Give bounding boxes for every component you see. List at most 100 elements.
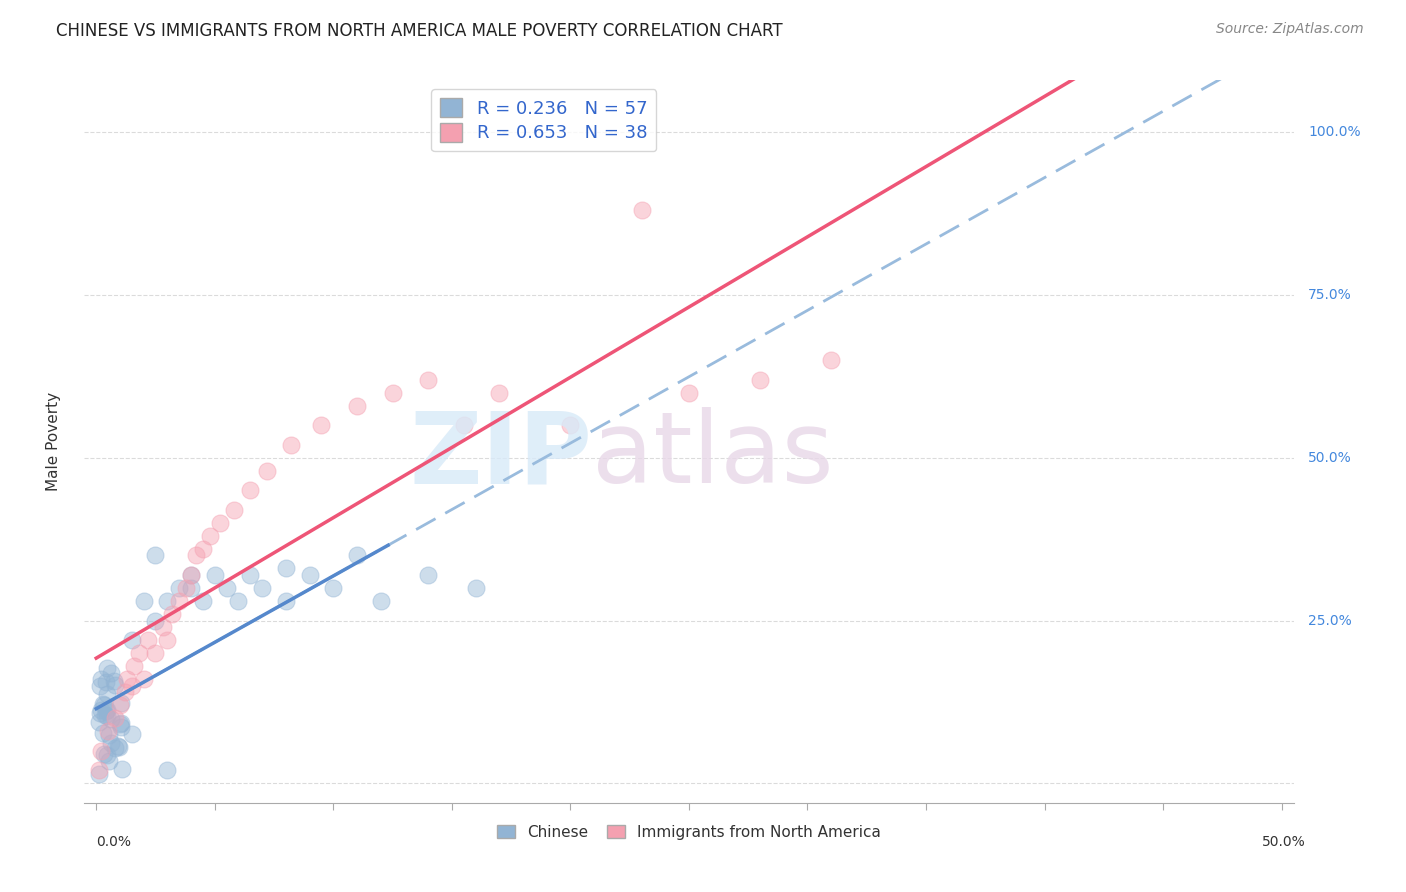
Point <box>108 739 131 754</box>
Point <box>110 717 132 731</box>
Point <box>250 581 273 595</box>
Point <box>239 568 262 582</box>
Text: 0.0%: 0.0% <box>96 835 131 849</box>
Point <box>96 687 118 701</box>
Point <box>630 203 652 218</box>
Point <box>93 707 115 722</box>
Point <box>87 715 110 730</box>
Point <box>110 716 132 731</box>
Point <box>103 673 125 688</box>
Point <box>256 464 278 478</box>
Point <box>122 659 145 673</box>
Text: 50.0%: 50.0% <box>1261 835 1306 849</box>
Point <box>156 633 179 648</box>
Point <box>418 373 440 387</box>
Point <box>156 594 179 608</box>
Point <box>678 385 700 400</box>
Point <box>145 549 167 563</box>
Text: ZIP: ZIP <box>409 408 592 505</box>
Point <box>418 568 440 582</box>
Point <box>176 581 198 595</box>
Point <box>108 698 131 713</box>
Y-axis label: Male Poverty: Male Poverty <box>46 392 62 491</box>
Point <box>107 739 129 753</box>
Point <box>464 581 486 595</box>
Point <box>96 709 118 723</box>
Point <box>180 581 202 595</box>
Text: Source: ZipAtlas.com: Source: ZipAtlas.com <box>1216 22 1364 37</box>
Point <box>91 726 114 740</box>
Point <box>152 620 174 634</box>
Text: atlas: atlas <box>592 408 834 505</box>
Point <box>749 373 772 387</box>
Point <box>180 568 202 582</box>
Point <box>115 672 138 686</box>
Point <box>96 661 118 675</box>
Point <box>560 418 582 433</box>
Point <box>121 727 143 741</box>
Point <box>110 720 132 734</box>
Point <box>94 674 117 689</box>
Point <box>93 698 115 712</box>
Point <box>138 633 160 648</box>
Text: 100.0%: 100.0% <box>1308 126 1361 139</box>
Point <box>96 747 118 762</box>
Point <box>132 672 155 686</box>
Point <box>90 744 112 758</box>
Point <box>104 677 127 691</box>
Point <box>89 680 111 694</box>
Point <box>90 672 112 686</box>
Point <box>121 633 143 648</box>
Point <box>100 713 122 727</box>
Point <box>98 754 121 768</box>
Point <box>100 665 122 680</box>
Point <box>100 736 122 750</box>
Point <box>274 594 297 608</box>
Point <box>222 503 245 517</box>
Point <box>110 697 132 711</box>
Point <box>346 399 368 413</box>
Point <box>94 705 117 719</box>
Point <box>167 594 190 608</box>
Point <box>128 646 150 660</box>
Point <box>93 747 115 761</box>
Text: 50.0%: 50.0% <box>1308 450 1351 465</box>
Point <box>322 581 344 595</box>
Point <box>89 706 111 720</box>
Point <box>184 549 207 563</box>
Point <box>104 711 127 725</box>
Point <box>104 740 127 755</box>
Point <box>156 763 179 777</box>
Legend: Chinese, Immigrants from North America: Chinese, Immigrants from North America <box>491 819 887 846</box>
Text: CHINESE VS IMMIGRANTS FROM NORTH AMERICA MALE POVERTY CORRELATION CHART: CHINESE VS IMMIGRANTS FROM NORTH AMERICA… <box>56 22 783 40</box>
Point <box>198 529 221 543</box>
Point <box>820 353 842 368</box>
Point <box>191 541 214 556</box>
Point <box>180 568 202 582</box>
Point <box>280 438 302 452</box>
Point <box>132 594 155 608</box>
Point <box>145 614 167 628</box>
Point <box>208 516 231 530</box>
Point <box>160 607 183 621</box>
Point <box>97 724 120 739</box>
Point <box>145 646 167 660</box>
Point <box>97 728 120 742</box>
Text: 75.0%: 75.0% <box>1308 288 1351 302</box>
Point <box>274 561 297 575</box>
Point <box>87 766 110 780</box>
Point <box>114 685 136 699</box>
Point <box>228 594 250 608</box>
Point <box>215 581 238 595</box>
Point <box>298 568 321 582</box>
Point <box>90 703 112 717</box>
Point <box>381 385 404 400</box>
Point <box>370 594 392 608</box>
Point <box>239 483 262 498</box>
Point <box>204 568 226 582</box>
Text: 25.0%: 25.0% <box>1308 614 1351 628</box>
Point <box>96 703 118 717</box>
Point <box>121 679 143 693</box>
Point <box>91 697 114 711</box>
Point <box>167 581 190 595</box>
